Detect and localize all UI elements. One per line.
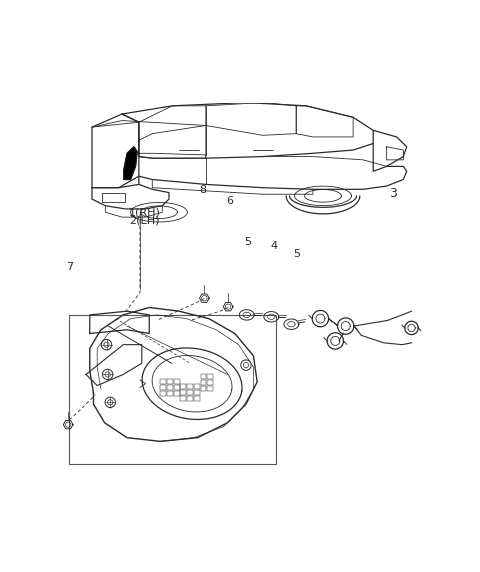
Bar bbox=[207, 374, 213, 379]
Text: 6: 6 bbox=[226, 196, 233, 206]
Bar bbox=[201, 386, 206, 391]
Bar bbox=[194, 384, 200, 389]
Text: 8: 8 bbox=[200, 185, 207, 195]
Text: 7: 7 bbox=[66, 261, 73, 272]
Bar bbox=[167, 379, 173, 384]
Text: 4: 4 bbox=[270, 241, 277, 251]
Bar bbox=[160, 391, 166, 396]
Bar bbox=[187, 396, 193, 401]
Text: 2(LH): 2(LH) bbox=[129, 215, 159, 225]
Text: 1(RH): 1(RH) bbox=[129, 208, 161, 217]
Bar bbox=[160, 385, 166, 390]
Bar bbox=[187, 384, 193, 389]
Bar bbox=[201, 380, 206, 385]
Bar bbox=[207, 386, 213, 391]
Bar bbox=[160, 379, 166, 384]
Bar bbox=[167, 391, 173, 396]
Polygon shape bbox=[124, 147, 137, 180]
Text: 5: 5 bbox=[293, 248, 300, 259]
Bar bbox=[174, 385, 180, 390]
Bar bbox=[174, 391, 180, 396]
Bar bbox=[194, 396, 200, 401]
Text: 5: 5 bbox=[244, 237, 252, 247]
Bar bbox=[174, 379, 180, 384]
Bar bbox=[180, 384, 186, 389]
Bar bbox=[194, 390, 200, 395]
Bar bbox=[187, 390, 193, 395]
Bar bbox=[180, 396, 186, 401]
Text: 3: 3 bbox=[389, 188, 397, 201]
Bar bbox=[167, 385, 173, 390]
Bar bbox=[201, 374, 206, 379]
Bar bbox=[207, 380, 213, 385]
Bar bbox=[180, 390, 186, 395]
